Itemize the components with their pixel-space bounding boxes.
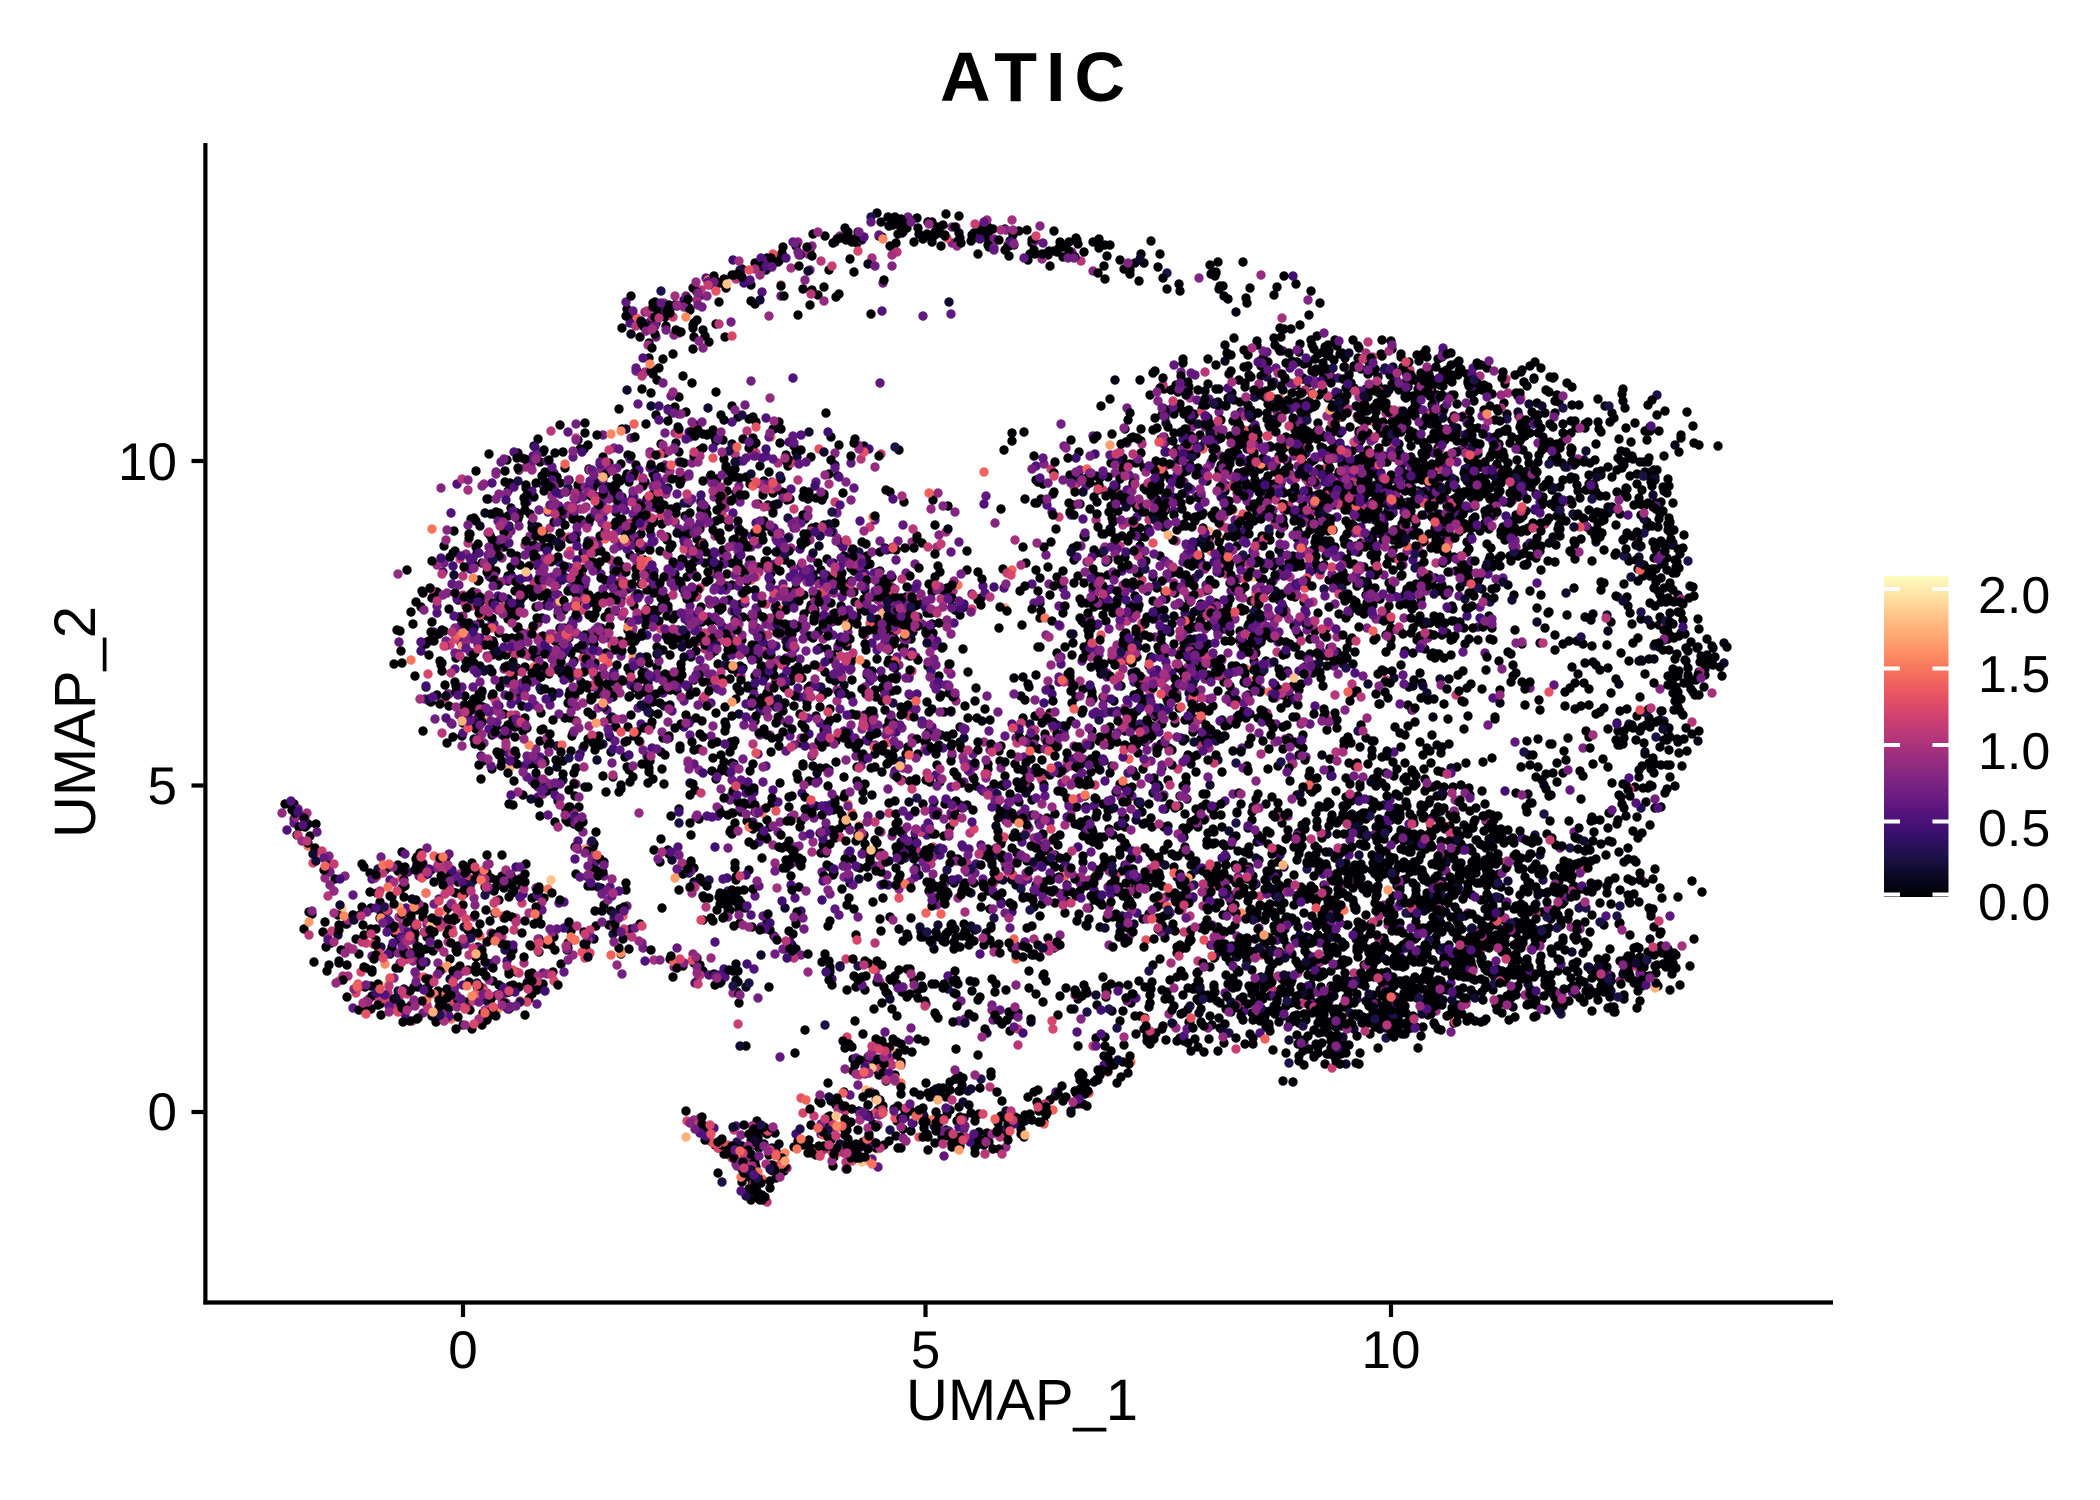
svg-text:0.0: 0.0 — [1978, 874, 2050, 932]
svg-text:ATIC: ATIC — [940, 38, 1134, 116]
svg-text:1.0: 1.0 — [1978, 723, 2050, 781]
svg-text:UMAP_1: UMAP_1 — [906, 1368, 1138, 1433]
svg-text:10: 10 — [118, 433, 177, 492]
svg-text:2.0: 2.0 — [1978, 567, 2050, 625]
svg-text:UMAP_2: UMAP_2 — [43, 606, 108, 838]
svg-text:1.5: 1.5 — [1978, 646, 2050, 704]
svg-text:10: 10 — [1362, 1321, 1421, 1380]
svg-text:5: 5 — [911, 1321, 940, 1380]
svg-text:0: 0 — [448, 1321, 477, 1380]
svg-text:0.5: 0.5 — [1978, 800, 2050, 858]
svg-text:0: 0 — [148, 1083, 177, 1142]
svg-text:5: 5 — [148, 757, 177, 816]
